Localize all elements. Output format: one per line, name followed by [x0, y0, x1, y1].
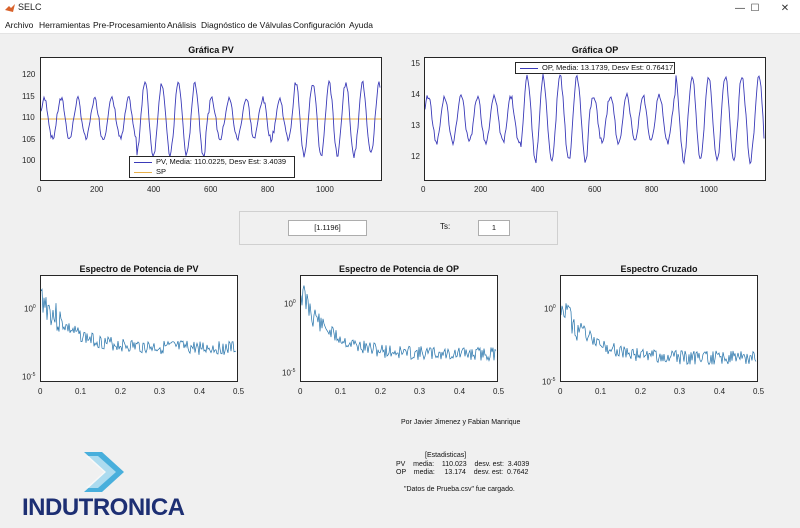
cross-spectrum-plot[interactable] [560, 275, 758, 382]
pv-spectrum-xtick: 0.5 [233, 387, 245, 396]
op-xtick: 200 [474, 185, 488, 194]
cross-spectrum-ytick-bottom: 10-5 [542, 377, 556, 387]
pv-spectrum-xtick: 0 [38, 387, 43, 396]
pv-ytick: 110 [22, 113, 35, 122]
cross-spectrum-title: Espectro Cruzado [620, 264, 698, 274]
menu-archivo[interactable]: Archivo [5, 20, 34, 30]
menu-analisis[interactable]: Análisis [167, 20, 197, 30]
pv-plot-svg [41, 79, 381, 160]
cross-spectrum-xtick: 0.2 [635, 387, 647, 396]
pv-spectrum-xtick: 0.2 [115, 387, 127, 396]
op-xtick: 600 [588, 185, 602, 194]
pv-xtick: 0 [37, 185, 42, 194]
cross-spectrum-xtick: 0.4 [714, 387, 726, 396]
minimize-button[interactable]: — [735, 3, 745, 14]
cross-spectrum-line [561, 303, 757, 366]
pv-xtick: 200 [90, 185, 104, 194]
pv-spectrum-title: Espectro de Potencia de PV [79, 264, 199, 274]
pv-spectrum-xtick: 0.4 [194, 387, 206, 396]
pv-plot-area[interactable]: PV, Media: 110.0225, Desv Est: 3.4039 SP [40, 57, 382, 181]
op-xtick: 800 [645, 185, 659, 194]
stats-op: OP media: 13.174 desv. est: 0.7642 [396, 469, 529, 476]
op-plot-svg [425, 74, 765, 165]
op-ytick: 13 [411, 121, 420, 130]
op-plot-area[interactable]: OP, Media: 13.1739, Desv Est: 0.76417 [424, 57, 766, 181]
pv-xtick: 800 [261, 185, 275, 194]
menu-pre-procesamiento[interactable]: Pre-Procesamiento [93, 20, 166, 30]
pv-legend: PV, Media: 110.0225, Desv Est: 3.4039 SP [129, 156, 295, 178]
stats-pv: PV media: 110.023 desv. est: 3.4039 [396, 461, 530, 468]
cross-spectrum-xtick: 0.1 [595, 387, 607, 396]
window-title: SELC [18, 2, 42, 12]
sp-legend-entry: SP [156, 167, 167, 176]
pv-ytick: 120 [22, 70, 36, 79]
pv-series-line [41, 79, 381, 160]
menu-ayuda[interactable]: Ayuda [349, 20, 373, 30]
pv-ytick: 115 [22, 92, 35, 101]
indutronica-logo-text: INDUTRONICA [22, 494, 185, 521]
op-spectrum-xtick: 0.5 [493, 387, 505, 396]
op-spectrum-line [301, 285, 497, 362]
op-ytick: 14 [411, 90, 420, 99]
menu-herramientas[interactable]: Herramientas [39, 20, 91, 30]
pv-spectrum-ytick-bottom: 10-5 [22, 372, 36, 382]
pv-ytick: 105 [22, 135, 36, 144]
menu-configuracion[interactable]: Configuración [293, 20, 346, 30]
ts-label: Ts: [440, 222, 451, 231]
op-spectrum-ytick-bottom: 10-5 [282, 368, 296, 378]
op-xtick: 400 [531, 185, 545, 194]
indutronica-logo-icon [84, 452, 124, 492]
pv-xtick: 600 [204, 185, 218, 194]
pv-xtick: 400 [147, 185, 161, 194]
pv-spectrum-plot[interactable] [40, 275, 238, 382]
op-plot-title: Gráfica OP [571, 45, 619, 55]
window-titlebar: SELC — ☐ ✕ [0, 0, 800, 17]
pv-legend-entry: PV, Media: 110.0225, Desv Est: 3.4039 [156, 157, 287, 166]
op-spectrum-plot[interactable] [300, 275, 498, 382]
maximize-button[interactable]: ☐ [750, 3, 760, 14]
pv-ytick: 100 [22, 156, 36, 165]
cross-spectrum-xtick: 0.3 [674, 387, 686, 396]
cross-spectrum-xtick: 0 [558, 387, 563, 396]
pv-spectrum-xtick: 0.3 [154, 387, 166, 396]
menu-diagnostico-valvulas[interactable]: Diagnóstico de Válvulas [201, 20, 292, 30]
ts-input[interactable]: 1 [478, 220, 510, 236]
pv-spectrum-line [41, 288, 237, 355]
op-legend: OP, Media: 13.1739, Desv Est: 0.76417 [515, 62, 675, 74]
op-spectrum-xtick: 0.4 [454, 387, 466, 396]
op-series-line [425, 74, 765, 165]
menu-bar: Archivo Herramientas Pre-Procesamiento A… [0, 17, 800, 34]
parameters-panel: [1.1196] Ts: 1 [239, 211, 558, 245]
matlab-app-icon [5, 4, 15, 12]
op-spectrum-xtick: 0.1 [335, 387, 347, 396]
op-spectrum-xtick: 0 [298, 387, 303, 396]
load-status: "Datos de Prueba.csv" fue cargado. [404, 486, 515, 493]
op-xtick: 0 [421, 185, 426, 194]
pv-xtick: 1000 [316, 185, 334, 194]
op-spectrum-xtick: 0.2 [375, 387, 387, 396]
authors-text: Por Javier Jimenez y Fabian Manrique [401, 419, 521, 426]
cross-spectrum-ytick-top: 100 [544, 304, 556, 314]
cross-spectrum-xtick: 0.5 [753, 387, 765, 396]
op-ytick: 15 [411, 59, 420, 68]
pv-plot-title: Gráfica PV [188, 45, 234, 55]
op-xtick: 1000 [700, 185, 718, 194]
op-legend-entry: OP, Media: 13.1739, Desv Est: 0.76417 [542, 63, 674, 72]
close-button[interactable]: ✕ [780, 3, 790, 14]
pv-spectrum-xtick: 0.1 [75, 387, 87, 396]
parameter-value-field[interactable]: [1.1196] [288, 220, 367, 236]
op-spectrum-title: Espectro de Potencia de OP [338, 264, 460, 274]
stats-header: [Estadisticas] [425, 452, 467, 459]
op-spectrum-ytick-top: 100 [284, 299, 296, 309]
pv-spectrum-ytick-top: 100 [24, 304, 36, 314]
op-spectrum-xtick: 0.3 [414, 387, 426, 396]
op-ytick: 12 [411, 152, 420, 161]
